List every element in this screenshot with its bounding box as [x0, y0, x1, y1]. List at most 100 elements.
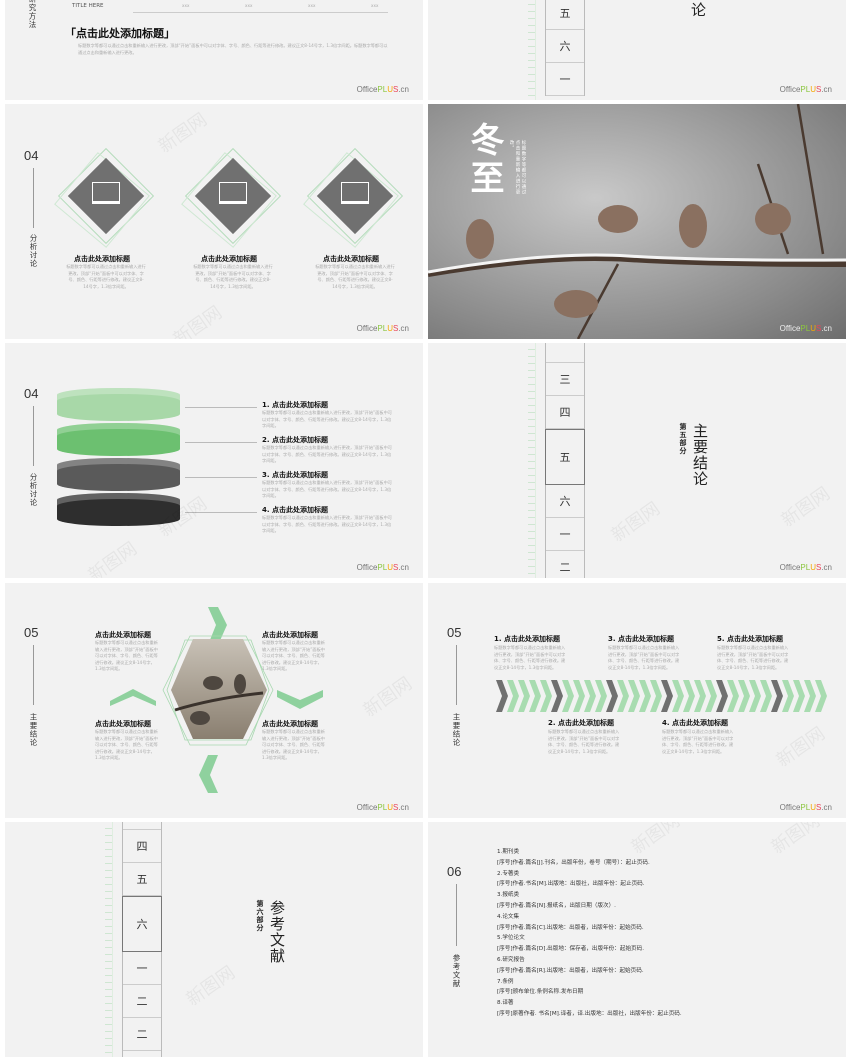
reference-category: 1.期刊类	[497, 849, 520, 855]
chevron-band	[496, 680, 827, 712]
strip-cell[interactable]: 一	[546, 63, 584, 96]
timeline-title: 4. 点击此处添加标题	[662, 719, 728, 727]
strip-cell[interactable]: 五	[123, 863, 161, 896]
point-body: 标题数字等都可以通过点击和重新输入进行更改，顶部“开始”面板中可以对字体、字号、…	[262, 640, 325, 672]
chevron	[738, 680, 750, 712]
point-title: 点击此处添加标题	[262, 631, 318, 639]
point-body: 标题数字等都可以通过点击和重新输入进行更改，顶部“开始”面板中可以对字体、字号、…	[262, 729, 325, 761]
layer-disc	[57, 458, 180, 491]
slide-analysis-icons[interactable]: 04 分析讨论 点击此处添加标题 标题数字等都可以通过点击和重新输入进行更改，顶部…	[5, 104, 423, 339]
section-part-label: 第五部分	[679, 423, 687, 455]
reference-entry: [序号]作者.篇名[D].出版地：保存者，出版年份：起始页码.	[497, 946, 645, 953]
section-strip: 四五六一二二	[122, 822, 162, 1057]
chevron	[529, 680, 541, 712]
reference-entry: [序号]作者.书名[M].出版地：出版社，出版年份：起止页码.	[497, 881, 645, 888]
item-title: 1. 点击此处添加标题	[262, 401, 328, 409]
connector-line	[185, 512, 257, 513]
slide-section-6[interactable]: 四五六一二二 第六部分 参考文献 新图网	[5, 822, 423, 1057]
layer-disc	[57, 388, 180, 421]
strip-cell[interactable]: 一	[123, 952, 161, 985]
slide-references[interactable]: 06 参考文献 1.期刊类 [序号]作者.篇名[J].刊名，出版年份，卷号（期号）…	[428, 822, 846, 1057]
strip-cell[interactable]: 五	[546, 0, 584, 30]
reference-entry: [序号]作者.篇名[N].报纸名，出版日期（版次）.	[497, 902, 616, 909]
timeline-body: 标题数字等都可以通过点击和重新输入进行更改，顶部“开始”面板中可以对字体、字号、…	[494, 645, 566, 670]
chevron	[584, 680, 596, 712]
divider	[133, 12, 388, 13]
ruler	[528, 0, 536, 100]
chevron	[683, 680, 695, 712]
strip-cell[interactable]: 三	[546, 363, 584, 396]
section-label: 研究方法	[28, 0, 37, 29]
chevron	[507, 680, 519, 712]
section-label: 参考文献	[452, 954, 461, 988]
strip-cell-active[interactable]: 五	[545, 429, 585, 485]
timeline-title: 3. 点击此处添加标题	[608, 635, 674, 643]
item-title: 4. 点击此处添加标题	[262, 506, 328, 514]
item-body: 标题数字等都可以通过点击和重新输入进行更改，顶部“开始”面板中可以对字体、字号、…	[262, 445, 392, 464]
slide-section-5[interactable]: 三四五六一二 第五部分 主要结论 新图网 新图网 OfficePLUS.cn	[428, 343, 846, 578]
section-title: 主要结论	[691, 423, 709, 487]
item-title: 点击此处添加标题	[201, 255, 257, 263]
slide-section-5-partial[interactable]: 五六一 论 OfficePLUS.cn	[428, 0, 846, 100]
monitor-chart-icon	[219, 182, 247, 204]
item-body: 标题数字等都可以通过点击和重新输入进行更改，顶部“开始”面板中可以对字体、字号、…	[262, 515, 392, 534]
section-label: 主要结论	[29, 713, 38, 747]
watermark: 新图网	[777, 483, 834, 532]
section-label: 分析讨论	[29, 234, 38, 268]
table-cell: xxx	[371, 3, 379, 8]
section-number: 04	[24, 386, 39, 401]
chevron	[716, 680, 728, 712]
reference-category: 5.学位论文	[497, 935, 525, 942]
divider	[33, 168, 34, 228]
chevron	[782, 680, 794, 712]
strip-cell[interactable]: 四	[546, 396, 584, 429]
strip-cell-active[interactable]: 六	[122, 896, 162, 952]
chevron	[551, 680, 563, 712]
strip-cell[interactable]: 六	[546, 485, 584, 518]
item-title: 3. 点击此处添加标题	[262, 471, 328, 479]
table-header: TITLE HERE	[72, 3, 104, 9]
timeline-body: 标题数字等都可以通过点击和重新输入进行更改，顶部“开始”面板中可以对字体、字号、…	[548, 729, 620, 754]
strip-cell[interactable]: 六	[546, 30, 584, 63]
slide-conclusions-timeline[interactable]: 05 主要结论 1. 点击此处添加标题 标题数字等都可以通过点击和重新输入进行更改…	[428, 583, 846, 818]
chevron	[815, 680, 827, 712]
laptop-cursor-icon	[341, 182, 369, 204]
chevron	[606, 680, 618, 712]
chevron	[595, 680, 607, 712]
section-number: 05	[24, 625, 39, 640]
reference-entry: [序号]作者.篇名[C].出版地：出版者，出版年份：起始页码.	[497, 924, 644, 931]
reference-entry: [序号]作者.篇名[J].刊名，出版年份，卷号（期号）：起止页码.	[497, 859, 650, 866]
strip-cell[interactable]: 二	[123, 985, 161, 1018]
chevron	[573, 680, 585, 712]
chevron	[749, 680, 761, 712]
reference-entry: [序号]作者.篇名[R].出版地：出版者，出版年份：起始页码.	[497, 967, 644, 974]
chevron	[661, 680, 673, 712]
diamond-graphic	[181, 147, 282, 248]
chevron	[650, 680, 662, 712]
strip-cell[interactable]: 二	[123, 1018, 161, 1051]
timeline-body: 标题数字等都可以通过点击和重新输入进行更改，顶部“开始”面板中可以对字体、字号、…	[717, 645, 789, 670]
slide-analysis-layers[interactable]: 04 分析讨论 1. 点击此处添加标题 标题数字等都可以通过点击和重新输入进行更改…	[5, 343, 423, 578]
hexagon-graphic	[110, 607, 323, 793]
strip-cell[interactable]: 一	[546, 518, 584, 551]
section-label: 主要结论	[452, 713, 461, 747]
reference-category: 2.专著类	[497, 870, 520, 877]
reference-list: 1.期刊类 [序号]作者.篇名[J].刊名，出版年份，卷号（期号）：起止页码. 2.…	[497, 847, 682, 1020]
officeplus-logo: OfficePLUS.cn	[356, 563, 409, 572]
chevron	[496, 680, 508, 712]
watermark: 新图网	[607, 498, 664, 547]
slide-research-methods[interactable]: 研究方法 TITLE HERE xxx xxx xxx xxx 「点击此处添加标…	[5, 0, 423, 100]
strip-cell[interactable]: 二	[546, 551, 584, 578]
point-title: 点击此处添加标题	[95, 631, 151, 639]
item-body: 标题数字等都可以通过点击和重新输入进行更改，顶部“开始”面板中可以对字体、字号、…	[66, 264, 146, 289]
slide-conclusions-hexagon[interactable]: 05 主要结论 点击此处添加标题 标题数字等都可以通过点击和重新输入进行更改，顶…	[5, 583, 423, 818]
reference-category: 6.研究报告	[497, 956, 525, 963]
divider	[456, 884, 457, 946]
item-body: 标题数字等都可以通过点击和重新输入进行更改，顶部“开始”面板中可以对字体、字号、…	[193, 264, 273, 289]
chevron	[617, 680, 629, 712]
officeplus-logo: OfficePLUS.cn	[779, 563, 832, 572]
slide-winter-solstice-photo[interactable]: 冬至 标题数字等都可以通过点击和重新输入进行更改。 OfficePLUS.cn	[428, 104, 846, 339]
section-number: 06	[447, 864, 462, 879]
chevron	[639, 680, 651, 712]
strip-cell[interactable]: 四	[123, 830, 161, 863]
